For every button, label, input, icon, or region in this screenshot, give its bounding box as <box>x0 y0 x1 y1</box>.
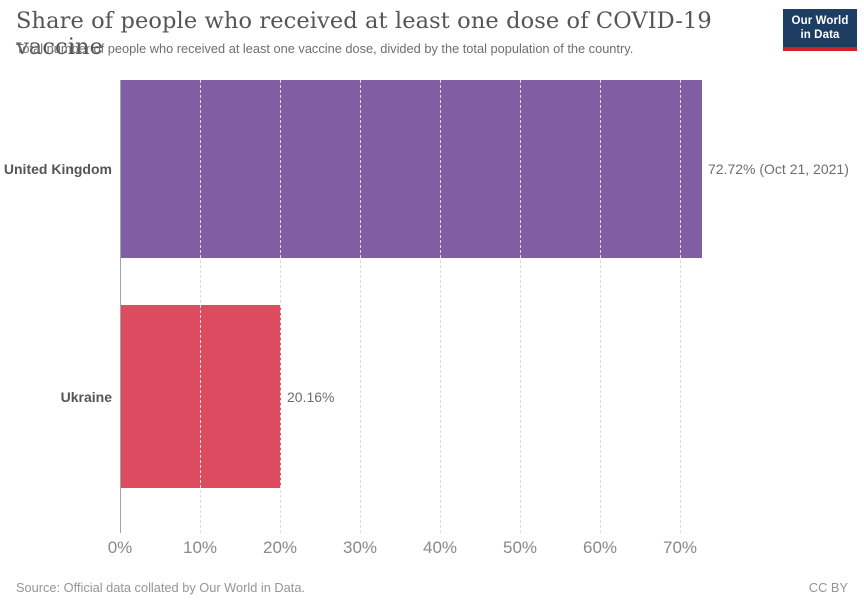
owid-logo-box: Our World in Data <box>783 9 857 47</box>
chart-footer: Source: Official data collated by Our Wo… <box>16 580 848 595</box>
owid-logo-red-strip <box>783 47 857 51</box>
entity-label-united-kingdom: United Kingdom <box>3 161 112 177</box>
owid-logo-line1: Our World <box>791 14 849 27</box>
x-tick-30: 30% <box>342 538 378 557</box>
x-tick-20: 20% <box>262 538 298 557</box>
owid-logo-line2: in Data <box>800 29 840 41</box>
gridline-60 <box>600 80 601 533</box>
x-tick-10: 10% <box>182 538 218 557</box>
x-axis-zero-line <box>120 80 121 533</box>
chart-subtitle: Total number of people who received at l… <box>16 41 634 56</box>
x-tick-40: 40% <box>422 538 458 557</box>
license-note[interactable]: CC BY <box>808 580 848 595</box>
gridline-50 <box>520 80 521 533</box>
gridline-20 <box>280 80 281 533</box>
x-tick-50: 50% <box>502 538 538 557</box>
gridline-40 <box>440 80 441 533</box>
chart-title: Share of people who received at least on… <box>16 8 712 60</box>
owid-logo[interactable]: Our World in Data <box>783 9 857 51</box>
x-tick-0: 0% <box>107 538 133 557</box>
gridline-30 <box>360 80 361 533</box>
value-label-ukraine: 20.16% <box>287 388 335 405</box>
x-tick-60: 60% <box>582 538 618 557</box>
source-note: Source: Official data collated by Our Wo… <box>16 580 306 595</box>
value-label-united-kingdom: 72.72% (Oct 21, 2021) <box>708 161 849 177</box>
plot-area: 72.72% (Oct 21, 2021) 20.16% <box>120 80 857 533</box>
x-tick-70: 70% <box>662 538 698 557</box>
entity-label-ukraine: Ukraine <box>60 388 112 405</box>
gridline-10 <box>200 80 201 533</box>
bar-united-kingdom[interactable] <box>120 80 702 258</box>
gridline-70 <box>680 80 681 533</box>
